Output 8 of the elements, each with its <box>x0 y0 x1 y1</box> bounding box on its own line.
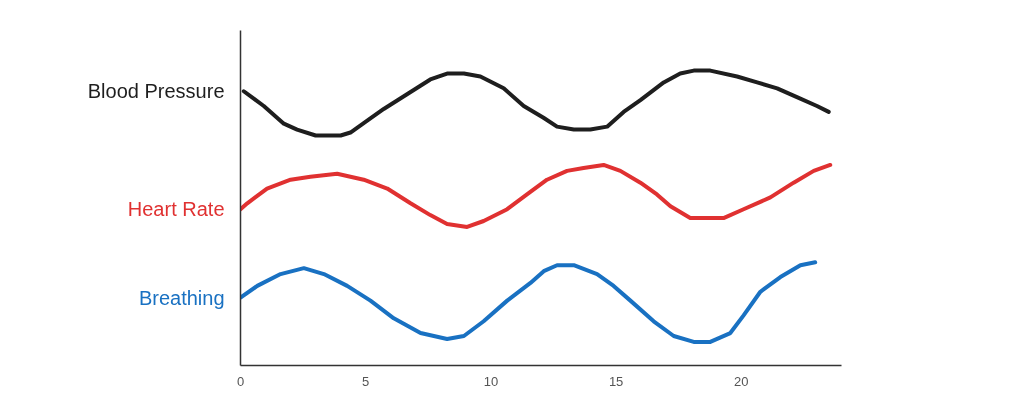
x-tick-label: 5 <box>362 373 370 389</box>
series-label: Breathing <box>138 286 225 309</box>
series-label: Blood Pressure <box>87 80 225 103</box>
x-tick-label: 10 <box>483 373 499 389</box>
x-tick-label: 0 <box>236 373 245 389</box>
series-label: Heart Rate <box>127 198 225 221</box>
x-tick-label: 20 <box>734 373 749 389</box>
x-tick-label: 15 <box>608 373 624 389</box>
